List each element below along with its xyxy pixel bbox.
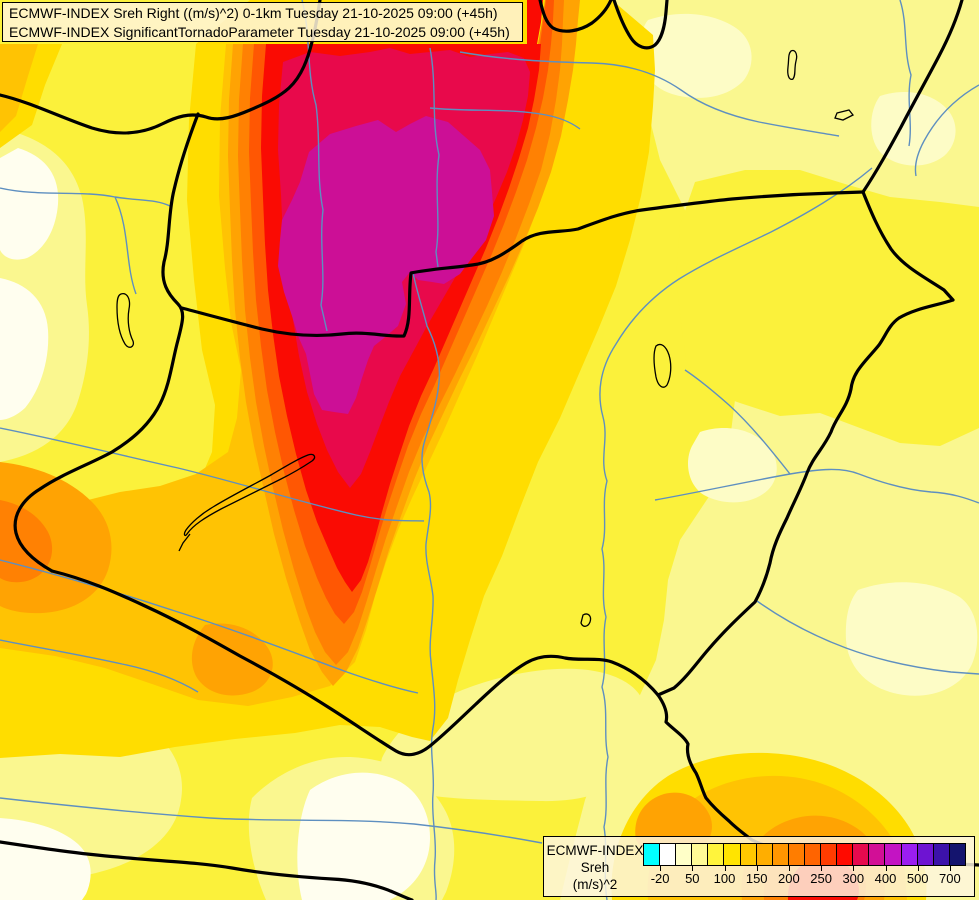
border-bosnia-south	[0, 840, 414, 900]
border-austria-east	[13, 112, 200, 573]
river-danube	[412, 272, 441, 900]
legend-color-cell	[787, 843, 805, 866]
legend-scale-label: 700	[939, 871, 961, 886]
river-drava	[0, 559, 419, 694]
title-line-2: ECMWF-INDEX SignificantTornadoParameter …	[9, 24, 510, 40]
legend-color-cell	[900, 843, 918, 866]
white-patch	[0, 818, 91, 900]
legend-color-cell	[948, 843, 966, 866]
legend-scale-tick	[788, 866, 790, 871]
legend-scale-tick	[660, 866, 662, 871]
legend-scale-label: 50	[685, 871, 700, 886]
legend-scale-tick	[853, 866, 855, 871]
legend-color-cell	[675, 843, 693, 866]
cream-patch	[688, 428, 777, 503]
legend-scale-label: 250	[810, 871, 832, 886]
cream-patch	[639, 13, 752, 98]
legend-color-cell	[803, 843, 822, 866]
legend-color-cell	[755, 843, 773, 866]
river-sava	[0, 797, 543, 844]
contour-band-yellow-midright	[676, 170, 979, 446]
lakes	[116, 49, 855, 627]
legend-scale-tick	[917, 866, 919, 871]
border-czech-austria	[0, 0, 322, 135]
legend-color-cell	[932, 843, 950, 866]
title-line-1: ECMWF-INDEX Sreh Right ((m/s)^2) 0-1km T…	[9, 5, 498, 21]
legend-color-cell	[643, 843, 661, 866]
white-patch	[0, 278, 49, 420]
legend-color-cell	[707, 843, 725, 866]
lake-small-outline	[580, 613, 592, 627]
legend-scale-tick	[821, 866, 823, 871]
legend-color-cell	[868, 843, 886, 866]
legend-scale-label: 100	[713, 871, 736, 886]
legend-scale-label: 500	[906, 871, 929, 886]
lake-small-outline	[787, 49, 798, 81]
legend-scale-tick	[692, 866, 694, 871]
legend-product-label: ECMWF-INDEX	[546, 843, 644, 858]
river-slovakia-east	[459, 51, 840, 137]
legend-color-cell	[852, 843, 870, 866]
border-slovakia-ukraine	[861, 0, 964, 194]
legend-scale-tick	[756, 866, 758, 871]
legend-scale-tick	[949, 866, 951, 871]
contour-band-amber-topleft	[0, 44, 38, 132]
border-hungary-slovakia	[180, 190, 865, 338]
contour-band-red-topsliver	[527, 0, 543, 44]
legend-parameter-label: Sreh	[580, 860, 610, 875]
river-northwest	[0, 187, 171, 295]
river-tisza	[599, 167, 873, 900]
border-poland-west	[538, 0, 613, 33]
legend-color-cell	[739, 843, 757, 866]
lake-neusiedl-outline	[116, 293, 135, 348]
border-poland-east	[612, 0, 669, 50]
river-raba	[0, 427, 425, 522]
white-patch	[0, 148, 59, 260]
legend-scale-label: 150	[745, 871, 768, 886]
contour-bands-cream	[0, 13, 978, 900]
legend-scale-tick	[724, 866, 726, 871]
river-ipoly	[429, 107, 581, 130]
legend-units-label: (m/s)^2	[572, 877, 618, 892]
cream-patch	[871, 92, 956, 166]
lake-tisza-outline	[653, 343, 672, 388]
legend-color-cell	[836, 843, 854, 866]
border-hungary-south	[50, 569, 660, 757]
legend-color-cell	[916, 843, 934, 866]
lake-balaton-outline	[178, 453, 316, 552]
river-northeast	[899, 0, 979, 177]
legend-color-cell	[659, 843, 677, 866]
border-hungary-east	[656, 190, 955, 697]
cream-patch	[845, 582, 978, 696]
lake-small-outline	[834, 109, 855, 121]
legend-color-cell	[691, 843, 709, 866]
legend-scale-label: 300	[842, 871, 865, 886]
legend-colorbar	[643, 843, 966, 866]
river-mura	[0, 639, 199, 693]
contour-band-magenta	[278, 116, 494, 414]
legend-scale-tick	[885, 866, 887, 871]
legend-titles: ECMWF-INDEX Sreh (m/s)^2	[544, 842, 646, 893]
legend-scale-label: -20	[650, 871, 670, 886]
title-box: ECMWF-INDEX Sreh Right ((m/s)^2) 0-1km T…	[2, 2, 523, 42]
white-patch	[297, 772, 430, 900]
legend-color-cell	[820, 843, 838, 866]
legend-scale-label: 400	[874, 871, 897, 886]
legend-color-cell	[884, 843, 902, 866]
river-southeast	[756, 600, 979, 675]
legend-color-cell	[771, 843, 789, 866]
legend-box: ECMWF-INDEX Sreh (m/s)^2 -20 50 100 150 200 2…	[543, 836, 975, 897]
river-koros	[654, 369, 979, 504]
legend-color-cell	[723, 843, 741, 866]
river-hron	[429, 47, 440, 268]
legend-scale-label: 200	[778, 871, 800, 886]
